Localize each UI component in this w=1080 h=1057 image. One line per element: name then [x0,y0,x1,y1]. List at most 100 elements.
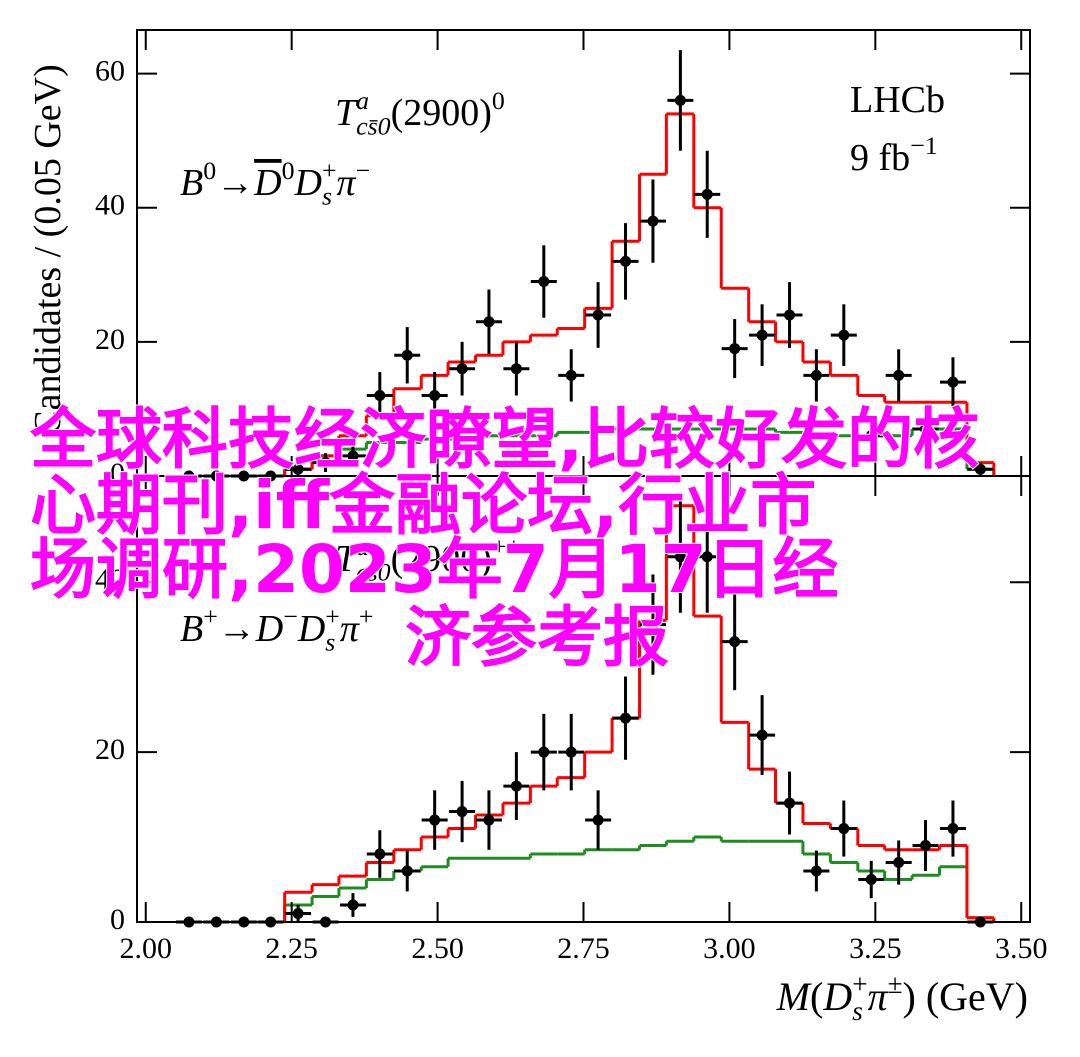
annotation: π [340,608,360,650]
x-tick-label: 2.50 [411,932,464,965]
x-tick-label: 2.75 [557,932,610,965]
x-tick-label: 3.25 [849,932,902,965]
annotation: + [203,602,218,631]
data-point [401,865,413,877]
data-point [374,390,386,402]
annotation: + [359,602,374,631]
data-point [538,276,550,288]
annotation: − [283,602,298,631]
data-point [784,309,796,321]
x-tick-label: 3.50 [995,932,1048,965]
data-point [920,423,932,435]
annotation: s [322,182,332,211]
data-point [865,430,877,442]
annotation: a [356,86,369,115]
y-tick-label: 60 [95,54,125,87]
data-point [510,363,522,375]
data-point [374,848,386,860]
data-point [592,814,604,826]
data-point [893,857,905,869]
data-point [347,899,359,911]
x-axis-title: + [852,969,867,999]
annotation: + [325,602,340,631]
data-point [456,363,468,375]
data-point [620,712,632,724]
data-point [729,636,741,648]
data-point [701,551,713,563]
data-point [647,215,659,227]
annotation: 0 [203,156,216,185]
data-point [756,729,768,741]
data-point [565,369,577,381]
annotation: 0 [282,156,295,185]
x-axis-title: M [776,974,813,1019]
data-point [483,316,495,328]
data-point [838,823,850,835]
luminosity-label: −1 [910,131,937,160]
annotation: D [255,608,283,650]
overlay-text: 济参考报 [405,599,669,676]
y-axis-title: Candidates / (0.05 GeV) [27,64,69,435]
annotation: π [337,162,357,204]
data-point [292,908,304,920]
x-tick-label: 2.00 [120,932,173,965]
annotation: D [297,608,325,650]
data-point [784,797,796,809]
data-point [456,806,468,818]
annotation: s [325,628,335,657]
data-point [810,865,822,877]
x-axis-title: π [868,974,889,1019]
data-point [401,349,413,361]
annotation: cs̄0 [356,558,391,587]
annotation: D [253,162,281,204]
data-point [947,376,959,388]
data-point [592,309,604,321]
data-point [810,369,822,381]
x-axis-title: ± [888,969,903,999]
data-point [674,94,686,106]
annotation: − [356,156,371,185]
data-point [838,329,850,341]
annotation: D [294,162,322,204]
annotation: → [218,608,256,650]
data-point [893,369,905,381]
x-tick-label: 3.00 [703,932,756,965]
x-axis-title: ( [810,974,823,1019]
data-point [729,343,741,355]
overlay-text: 场调研,2023年7月17日经 [30,531,839,608]
annotation: ++ [492,532,521,561]
data-point [947,823,959,835]
data-point [292,463,304,475]
plot-frame [136,475,1031,923]
y-tick-label: 20 [95,733,125,766]
annotation: T [335,538,359,580]
y-tick-label: 0 [110,903,125,936]
annotation: cs̄0 [356,112,391,141]
data-point [565,746,577,758]
data-point [674,551,686,563]
annotation: → [216,162,254,204]
data-point [347,450,359,462]
annotation: B [180,608,203,650]
data-point [620,255,632,267]
annotation: a [356,532,369,561]
y-tick-label: 20 [95,323,125,356]
data-point [538,746,550,758]
annotation: T [335,92,359,134]
x-tick-label: 2.25 [265,932,318,965]
data-point [429,814,441,826]
overlay-text: 全球科技经济瞭望,比较好发的核 [29,401,979,478]
data-point [701,188,713,200]
x-axis-title: ) (GeV) [903,974,1029,1019]
y-tick-label: 40 [95,563,125,596]
annotation: (2900) [391,92,492,134]
x-axis-title: s [852,996,863,1026]
y-tick-label: 0 [110,457,125,490]
overlay-text: 心期刊,iff金融论坛,行业市 [30,467,816,544]
data-point [510,780,522,792]
data-point [647,619,659,631]
data-point [429,390,441,402]
data-point [974,463,986,475]
data-point [920,840,932,852]
x-axis-title: D [822,974,852,1019]
